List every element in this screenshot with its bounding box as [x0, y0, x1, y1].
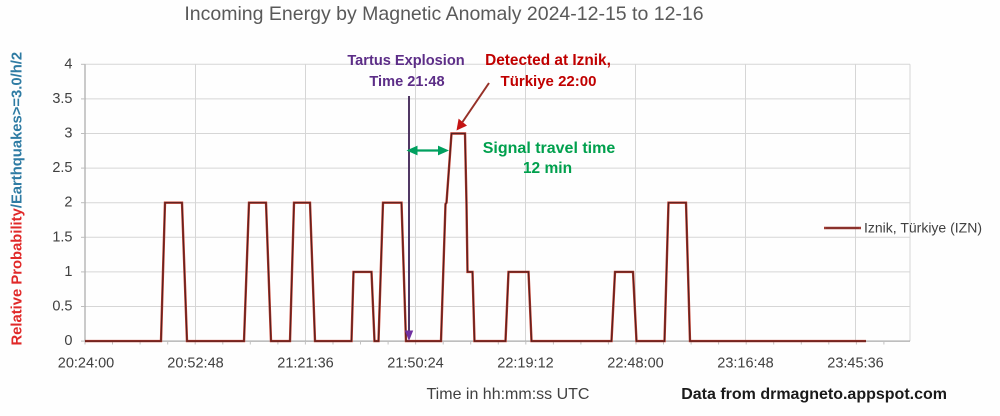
svg-text:23:45:36: 23:45:36	[827, 355, 883, 371]
svg-text:Incoming Energy by Magnetic An: Incoming Energy by Magnetic Anomaly 2024…	[184, 3, 703, 25]
svg-text:1: 1	[64, 264, 72, 280]
svg-text:3.5: 3.5	[52, 91, 72, 107]
svg-text:Iznik, Türkiye (IZN): Iznik, Türkiye (IZN)	[864, 220, 982, 236]
svg-text:20:24:00: 20:24:00	[58, 355, 114, 371]
svg-text:23:16:48: 23:16:48	[717, 355, 773, 371]
svg-text:Time 21:48: Time 21:48	[369, 74, 444, 90]
svg-text:Time in hh:mm:ss UTC: Time in hh:mm:ss UTC	[427, 386, 590, 403]
svg-text:20:52:48: 20:52:48	[167, 355, 223, 371]
svg-text:Data from drmagneto.appspot.co: Data from drmagneto.appspot.com	[681, 386, 947, 403]
svg-text:2.5: 2.5	[52, 160, 72, 176]
svg-text:Relative Probability/Earthquak: Relative Probability/Earthquakes>=3.0/h/…	[10, 52, 26, 346]
svg-text:22:19:12: 22:19:12	[497, 355, 553, 371]
svg-text:1.5: 1.5	[52, 229, 72, 245]
svg-text:21:21:36: 21:21:36	[277, 355, 333, 371]
svg-text:Türkiye 22:00: Türkiye 22:00	[501, 73, 597, 90]
svg-text:Signal travel time: Signal travel time	[483, 140, 616, 157]
svg-text:Tartus Explosion: Tartus Explosion	[347, 53, 464, 69]
svg-text:2: 2	[64, 195, 72, 211]
svg-text:0: 0	[64, 333, 72, 349]
svg-text:22:48:00: 22:48:00	[607, 355, 663, 371]
svg-text:0.5: 0.5	[52, 299, 72, 315]
svg-text:3: 3	[64, 126, 72, 142]
svg-text:21:50:24: 21:50:24	[387, 355, 443, 371]
svg-text:4: 4	[64, 56, 72, 72]
svg-text:12 min: 12 min	[523, 160, 572, 177]
svg-text:Detected at Iznik,: Detected at Iznik,	[485, 52, 611, 69]
